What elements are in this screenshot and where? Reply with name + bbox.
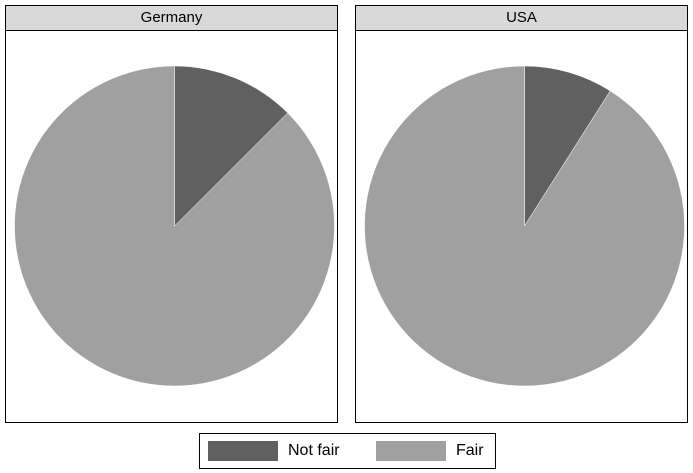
panel-title-germany: Germany <box>6 6 337 31</box>
pie-slice-fair <box>14 65 335 387</box>
legend-label-fair: Fair <box>456 442 484 459</box>
legend-swatch-not-fair <box>208 441 278 461</box>
pie-chart-usa <box>364 65 685 387</box>
panel-title-usa: USA <box>356 6 687 31</box>
legend-label-not-fair: Not fair <box>288 442 340 459</box>
legend-item-fair: Fair <box>376 434 484 468</box>
pie-slice-not-fair <box>174 65 288 227</box>
legend-item-not-fair: Not fair <box>208 434 340 468</box>
legend: Not fair Fair <box>199 433 496 469</box>
pie-chart-germany <box>14 65 335 387</box>
pie-slice-fair <box>364 65 685 387</box>
legend-swatch-fair <box>376 441 446 461</box>
pie-panel-usa: USA <box>355 5 688 423</box>
pie-slice-not-fair <box>524 65 611 227</box>
pie-panel-germany: Germany <box>5 5 338 423</box>
